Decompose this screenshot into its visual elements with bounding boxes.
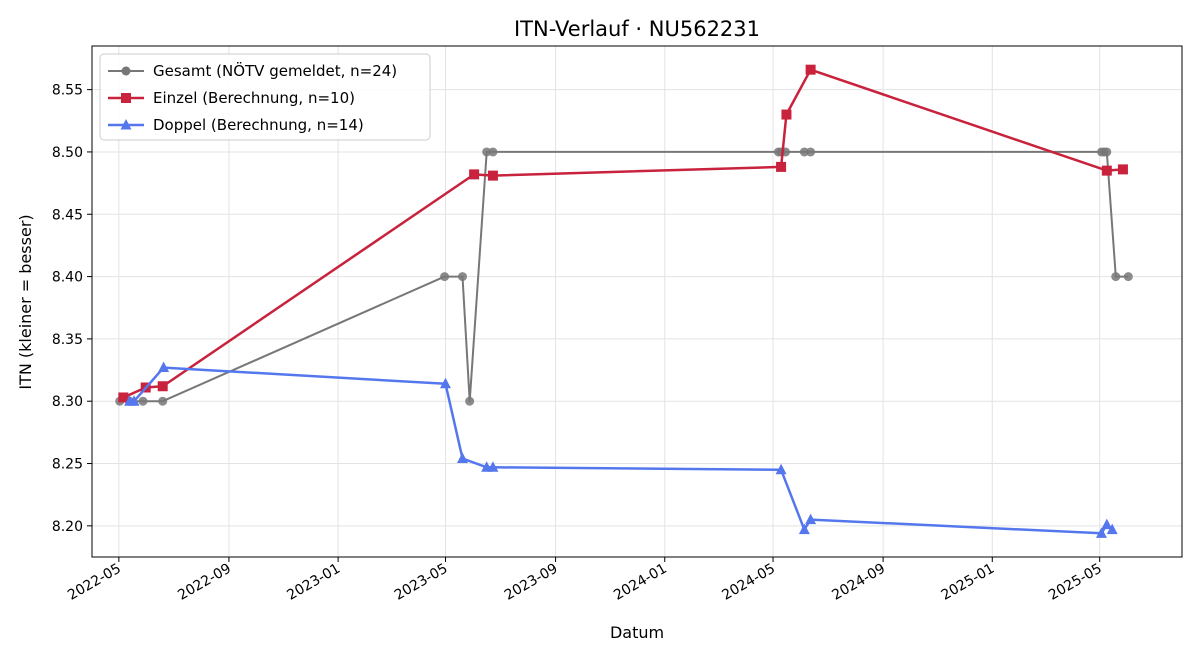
data-point [776, 161, 787, 172]
series-layer [115, 64, 1133, 538]
y-tick-label: 8.35 [52, 332, 83, 348]
x-axis: 2022-05 2022-09 2023-01 2023-05 2023-09 2024-… [65, 557, 1105, 604]
data-point [118, 392, 129, 403]
data-point [487, 461, 499, 472]
series-3 [124, 361, 1118, 538]
x-tick-label: 2022-09 [175, 561, 234, 604]
data-point [128, 395, 140, 406]
data-point [469, 169, 480, 180]
y-tick-label: 8.30 [52, 394, 83, 410]
legend-marker [121, 66, 131, 76]
data-point [440, 272, 450, 282]
data-point [798, 523, 810, 535]
data-point [157, 381, 168, 392]
legend-label: Gesamt (NÖTV gemeldet, n=24) [153, 61, 397, 80]
data-point [482, 147, 492, 157]
legend-box [99, 53, 431, 141]
legend: Gesamt (NÖTV gemeldet, n=24) Einzel (Bere… [99, 53, 431, 141]
x-tick-label: 2024-01 [611, 561, 670, 604]
chart-title: ITN-Verlauf · NU562231 [514, 17, 760, 41]
x-axis-label: Datum [610, 623, 664, 642]
data-point [799, 147, 809, 157]
data-point [1106, 523, 1118, 535]
data-point [805, 64, 816, 75]
y-tick-label: 8.25 [52, 457, 83, 473]
data-point [465, 396, 475, 406]
y-axis: 8.20 8.25 8.30 8.35 8.40 8.45 8.50 8.55 [52, 83, 92, 535]
data-point [488, 147, 498, 157]
legend-entry: Gesamt (NÖTV gemeldet, n=24) [108, 61, 397, 80]
legend-marker [121, 93, 131, 103]
y-tick-label: 8.40 [52, 270, 83, 286]
x-tick-label: 2023-05 [392, 561, 451, 604]
y-tick-label: 8.45 [52, 207, 83, 223]
plot-frame [91, 45, 1183, 558]
x-tick-label: 2025-01 [939, 561, 998, 604]
data-point [158, 396, 168, 406]
y-tick-label: 8.55 [52, 83, 83, 99]
data-point [1101, 165, 1112, 176]
y-tick-label: 8.20 [52, 519, 83, 535]
data-point [1123, 272, 1133, 282]
data-point [487, 170, 498, 181]
x-tick-label: 2024-05 [719, 561, 778, 604]
data-point [1102, 147, 1112, 157]
legend-entry: Doppel (Berechnung, n=14) [108, 116, 364, 134]
y-tick-label: 8.50 [52, 145, 83, 161]
data-point [158, 361, 170, 373]
x-tick-label: 2025-05 [1046, 561, 1105, 604]
series-line [122, 68, 1123, 399]
data-point [1111, 272, 1121, 282]
data-point [1101, 518, 1113, 530]
data-point [138, 396, 148, 406]
legend-marker [120, 119, 132, 130]
data-point [1117, 164, 1128, 175]
series-line [129, 366, 1114, 535]
data-point [775, 463, 787, 475]
x-tick-label: 2024-09 [829, 561, 888, 604]
data-point [805, 513, 817, 525]
legend-label: Doppel (Berechnung, n=14) [153, 116, 364, 134]
data-point [1095, 527, 1107, 538]
legend-entry: Einzel (Berechnung, n=10) [108, 89, 355, 107]
x-tick-label: 2023-01 [284, 561, 343, 604]
y-axis-label: ITN (kleiner = besser) [16, 214, 35, 389]
data-point [781, 109, 792, 120]
data-point [439, 377, 451, 389]
data-point [456, 452, 468, 464]
x-tick-label: 2022-05 [65, 561, 124, 604]
legend-label: Einzel (Berechnung, n=10) [153, 89, 355, 107]
x-tick-label: 2023-09 [502, 561, 561, 604]
data-point [806, 147, 816, 157]
data-point [457, 272, 467, 282]
